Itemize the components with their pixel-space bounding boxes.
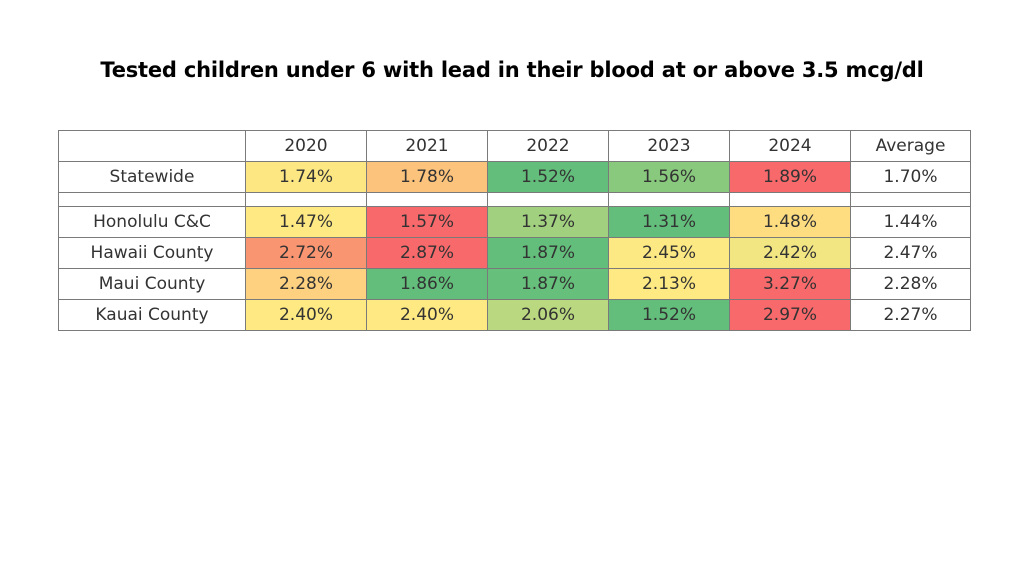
column-header-2023: 2023	[608, 130, 730, 162]
table-row: Statewide 1.74% 1.78% 1.52% 1.56% 1.89% 1.70%	[58, 161, 971, 193]
spacer-cell	[729, 192, 851, 207]
table-row: Maui County 2.28% 1.86% 1.87% 2.13% 3.27% 2.28…	[58, 268, 971, 300]
value-cell: 1.56%	[608, 161, 730, 193]
value-cell: 1.37%	[487, 206, 609, 238]
spacer-cell	[608, 192, 730, 207]
value-cell: 2.87%	[366, 237, 488, 269]
row-label: Honolulu C&C	[58, 206, 246, 238]
value-cell: 1.52%	[608, 299, 730, 331]
value-cell: 2.45%	[608, 237, 730, 269]
column-header-2022: 2022	[487, 130, 609, 162]
column-header-2021: 2021	[366, 130, 488, 162]
value-cell: 1.78%	[366, 161, 488, 193]
column-header-2024: 2024	[729, 130, 851, 162]
table-row: Honolulu C&C 1.47% 1.57% 1.37% 1.31% 1.48% 1.4…	[58, 206, 971, 238]
value-cell: 2.06%	[487, 299, 609, 331]
value-cell: 1.47%	[245, 206, 367, 238]
spacer-cell	[850, 192, 971, 207]
value-cell: 1.89%	[729, 161, 851, 193]
average-cell: 2.28%	[850, 268, 971, 300]
average-cell: 2.27%	[850, 299, 971, 331]
column-header-2020: 2020	[245, 130, 367, 162]
value-cell: 2.40%	[366, 299, 488, 331]
value-cell: 2.97%	[729, 299, 851, 331]
spacer-cell	[487, 192, 609, 207]
value-cell: 2.72%	[245, 237, 367, 269]
value-cell: 1.52%	[487, 161, 609, 193]
value-cell: 1.31%	[608, 206, 730, 238]
table-body: Statewide 1.74% 1.78% 1.52% 1.56% 1.89% 1.70% H…	[58, 161, 971, 331]
value-cell: 2.13%	[608, 268, 730, 300]
row-label: Kauai County	[58, 299, 246, 331]
value-cell: 2.42%	[729, 237, 851, 269]
value-cell: 1.48%	[729, 206, 851, 238]
value-cell: 1.86%	[366, 268, 488, 300]
table-row: Hawaii County 2.72% 2.87% 1.87% 2.45% 2.42% 2.…	[58, 237, 971, 269]
spacer-row	[58, 192, 971, 207]
corner-cell	[58, 130, 246, 162]
value-cell: 1.87%	[487, 237, 609, 269]
average-cell: 1.44%	[850, 206, 971, 238]
value-cell: 3.27%	[729, 268, 851, 300]
spacer-cell	[366, 192, 488, 207]
value-cell: 1.87%	[487, 268, 609, 300]
table-row: Kauai County 2.40% 2.40% 2.06% 1.52% 2.97% 2.2…	[58, 299, 971, 331]
spacer-cell	[245, 192, 367, 207]
value-cell: 2.40%	[245, 299, 367, 331]
heatmap-table: 2020 2021 2022 2023 2024 Average Statewi…	[58, 130, 971, 331]
header-row: 2020 2021 2022 2023 2024 Average	[58, 130, 971, 162]
value-cell: 1.57%	[366, 206, 488, 238]
spacer-cell	[58, 192, 246, 207]
average-cell: 1.70%	[850, 161, 971, 193]
value-cell: 2.28%	[245, 268, 367, 300]
value-cell: 1.74%	[245, 161, 367, 193]
chart-title: Tested children under 6 with lead in the…	[100, 58, 924, 82]
row-label: Statewide	[58, 161, 246, 193]
row-label: Hawaii County	[58, 237, 246, 269]
row-label: Maui County	[58, 268, 246, 300]
column-header-average: Average	[850, 130, 971, 162]
average-cell: 2.47%	[850, 237, 971, 269]
